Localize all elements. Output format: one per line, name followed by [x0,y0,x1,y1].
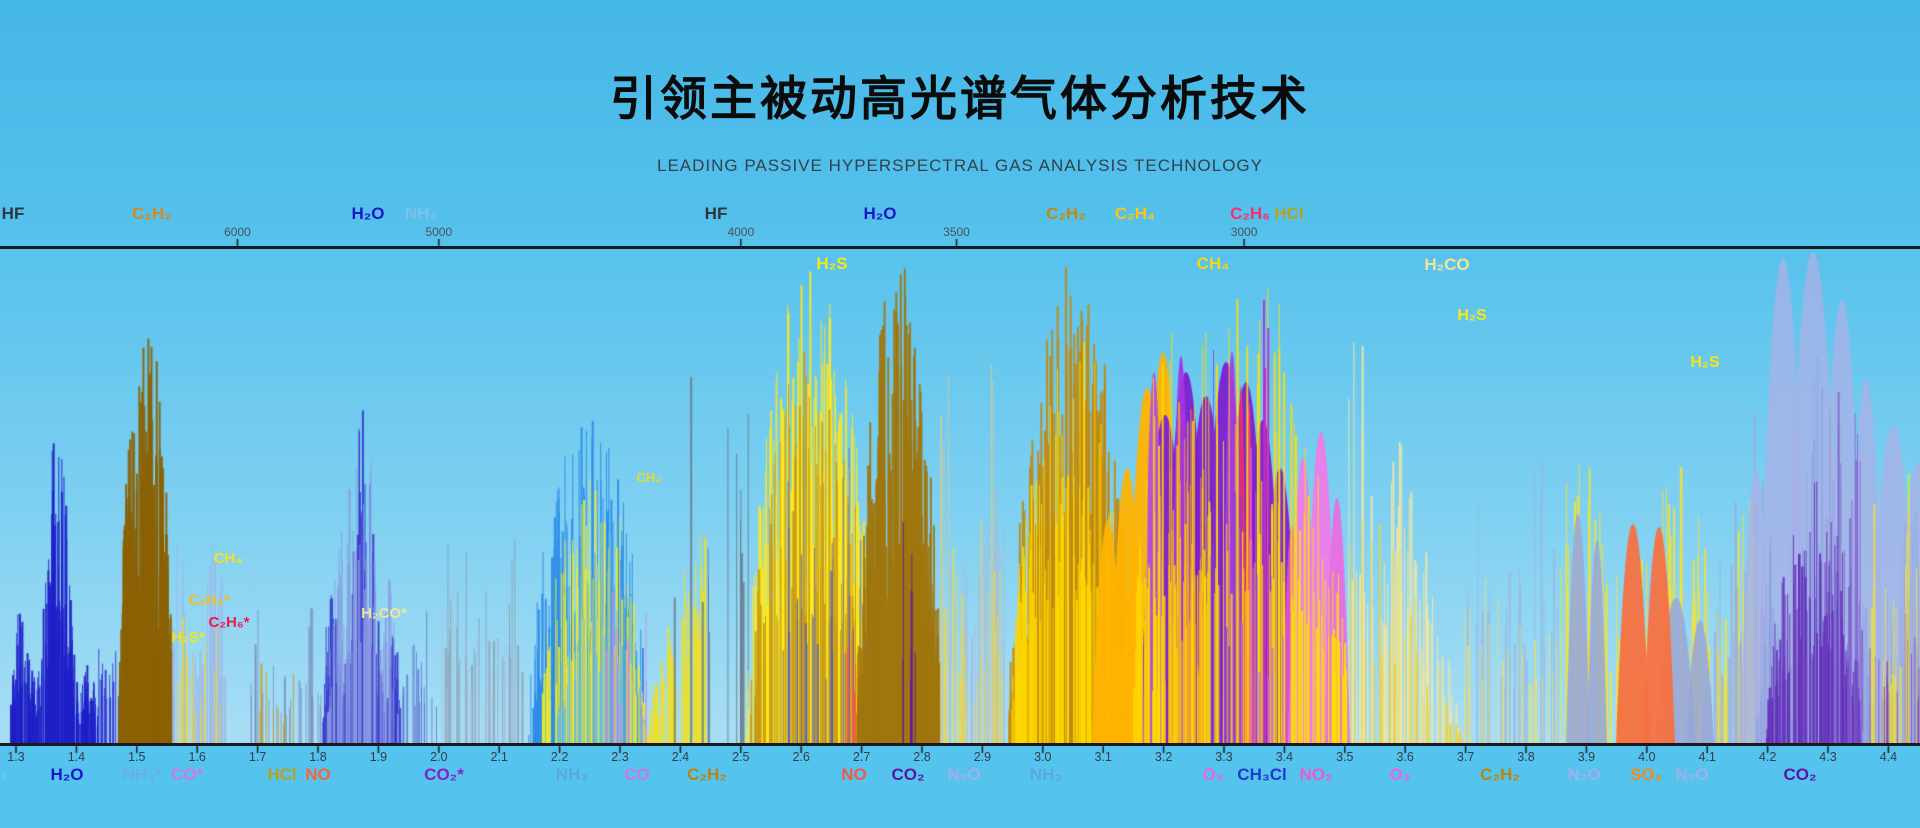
page-subtitle: LEADING PASSIVE HYPERSPECTRAL GAS ANALYS… [657,156,1263,175]
page-title: 引领主被动高光谱气体分析技术 [610,72,1310,125]
top-axis-line [0,246,1920,249]
bottom-axis-line [0,743,1920,746]
